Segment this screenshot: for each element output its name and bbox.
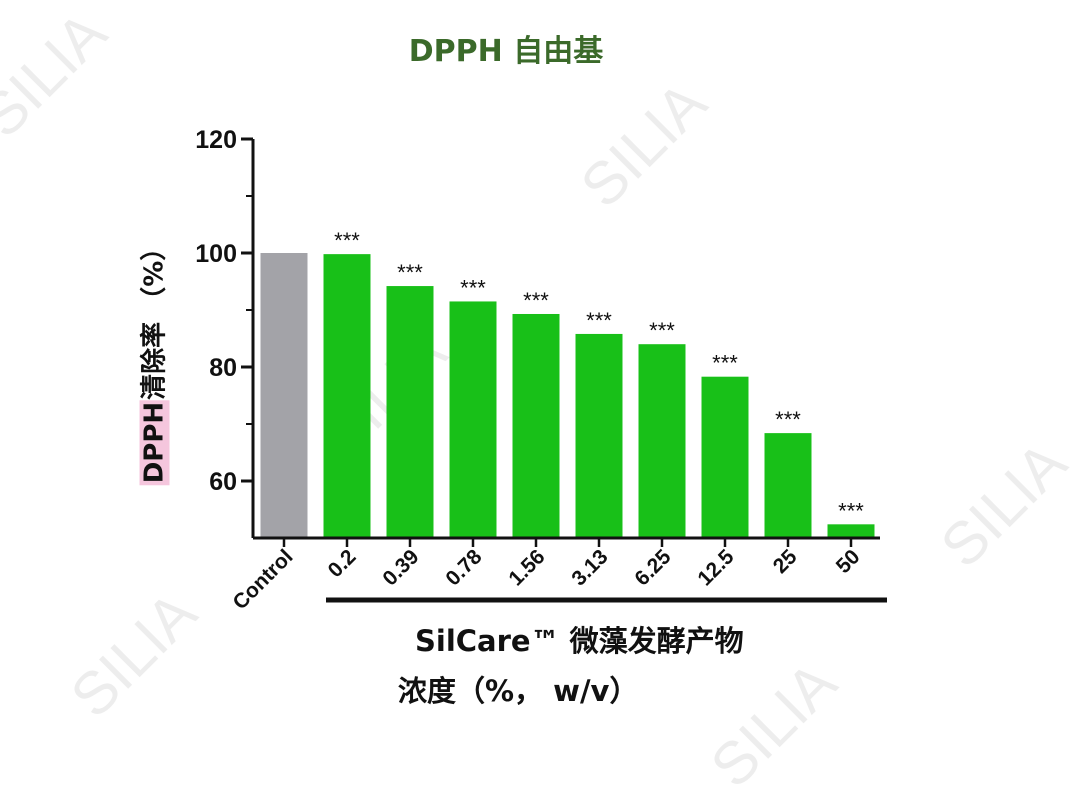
y-tick-label: 100 (195, 240, 237, 268)
y-tick-label: 120 (195, 126, 237, 154)
x-axis-label-line2: 浓度（%， w/v） (398, 674, 639, 708)
category-label: 12.5 (693, 545, 738, 590)
y-tick-label: 80 (209, 354, 237, 382)
category-label: 3.13 (567, 545, 612, 590)
bar-7 (701, 376, 749, 538)
significance-label: *** (775, 407, 801, 432)
category-label: 6.25 (630, 545, 675, 590)
significance-label: *** (586, 308, 612, 333)
bar-4 (512, 313, 560, 538)
x-axis-label-line1: SilCare™ 微藻发酵产物 (415, 624, 744, 658)
category-label: 0.78 (441, 545, 486, 590)
y-tick-label: 60 (209, 468, 237, 496)
significance-label: *** (523, 288, 549, 313)
bar-chart: Control *** 0.2 *** 0.39 *** 0.78 *** 1.56 *** 3.1… (195, 126, 887, 614)
bar-2 (386, 286, 434, 538)
significance-label: *** (838, 498, 864, 523)
significance-label: *** (334, 228, 360, 253)
category-label: 25 (769, 545, 802, 578)
category-label: Control (228, 545, 297, 614)
bar-3 (449, 301, 497, 538)
significance-label: *** (649, 318, 675, 343)
category-label: 1.56 (504, 545, 549, 590)
bar-0 (260, 253, 308, 538)
bar-9 (827, 524, 875, 538)
significance-label: *** (712, 351, 738, 376)
bar-1 (323, 254, 371, 538)
category-label: 0.2 (324, 545, 361, 582)
bar-5 (575, 333, 623, 538)
significance-label: *** (397, 260, 423, 285)
category-label: 0.39 (378, 545, 423, 590)
bar-6 (638, 344, 686, 538)
chart-title: DPPH 自由基 (408, 34, 604, 69)
significance-label: *** (460, 275, 486, 300)
bar-8 (764, 433, 812, 538)
category-label: 50 (832, 545, 865, 578)
